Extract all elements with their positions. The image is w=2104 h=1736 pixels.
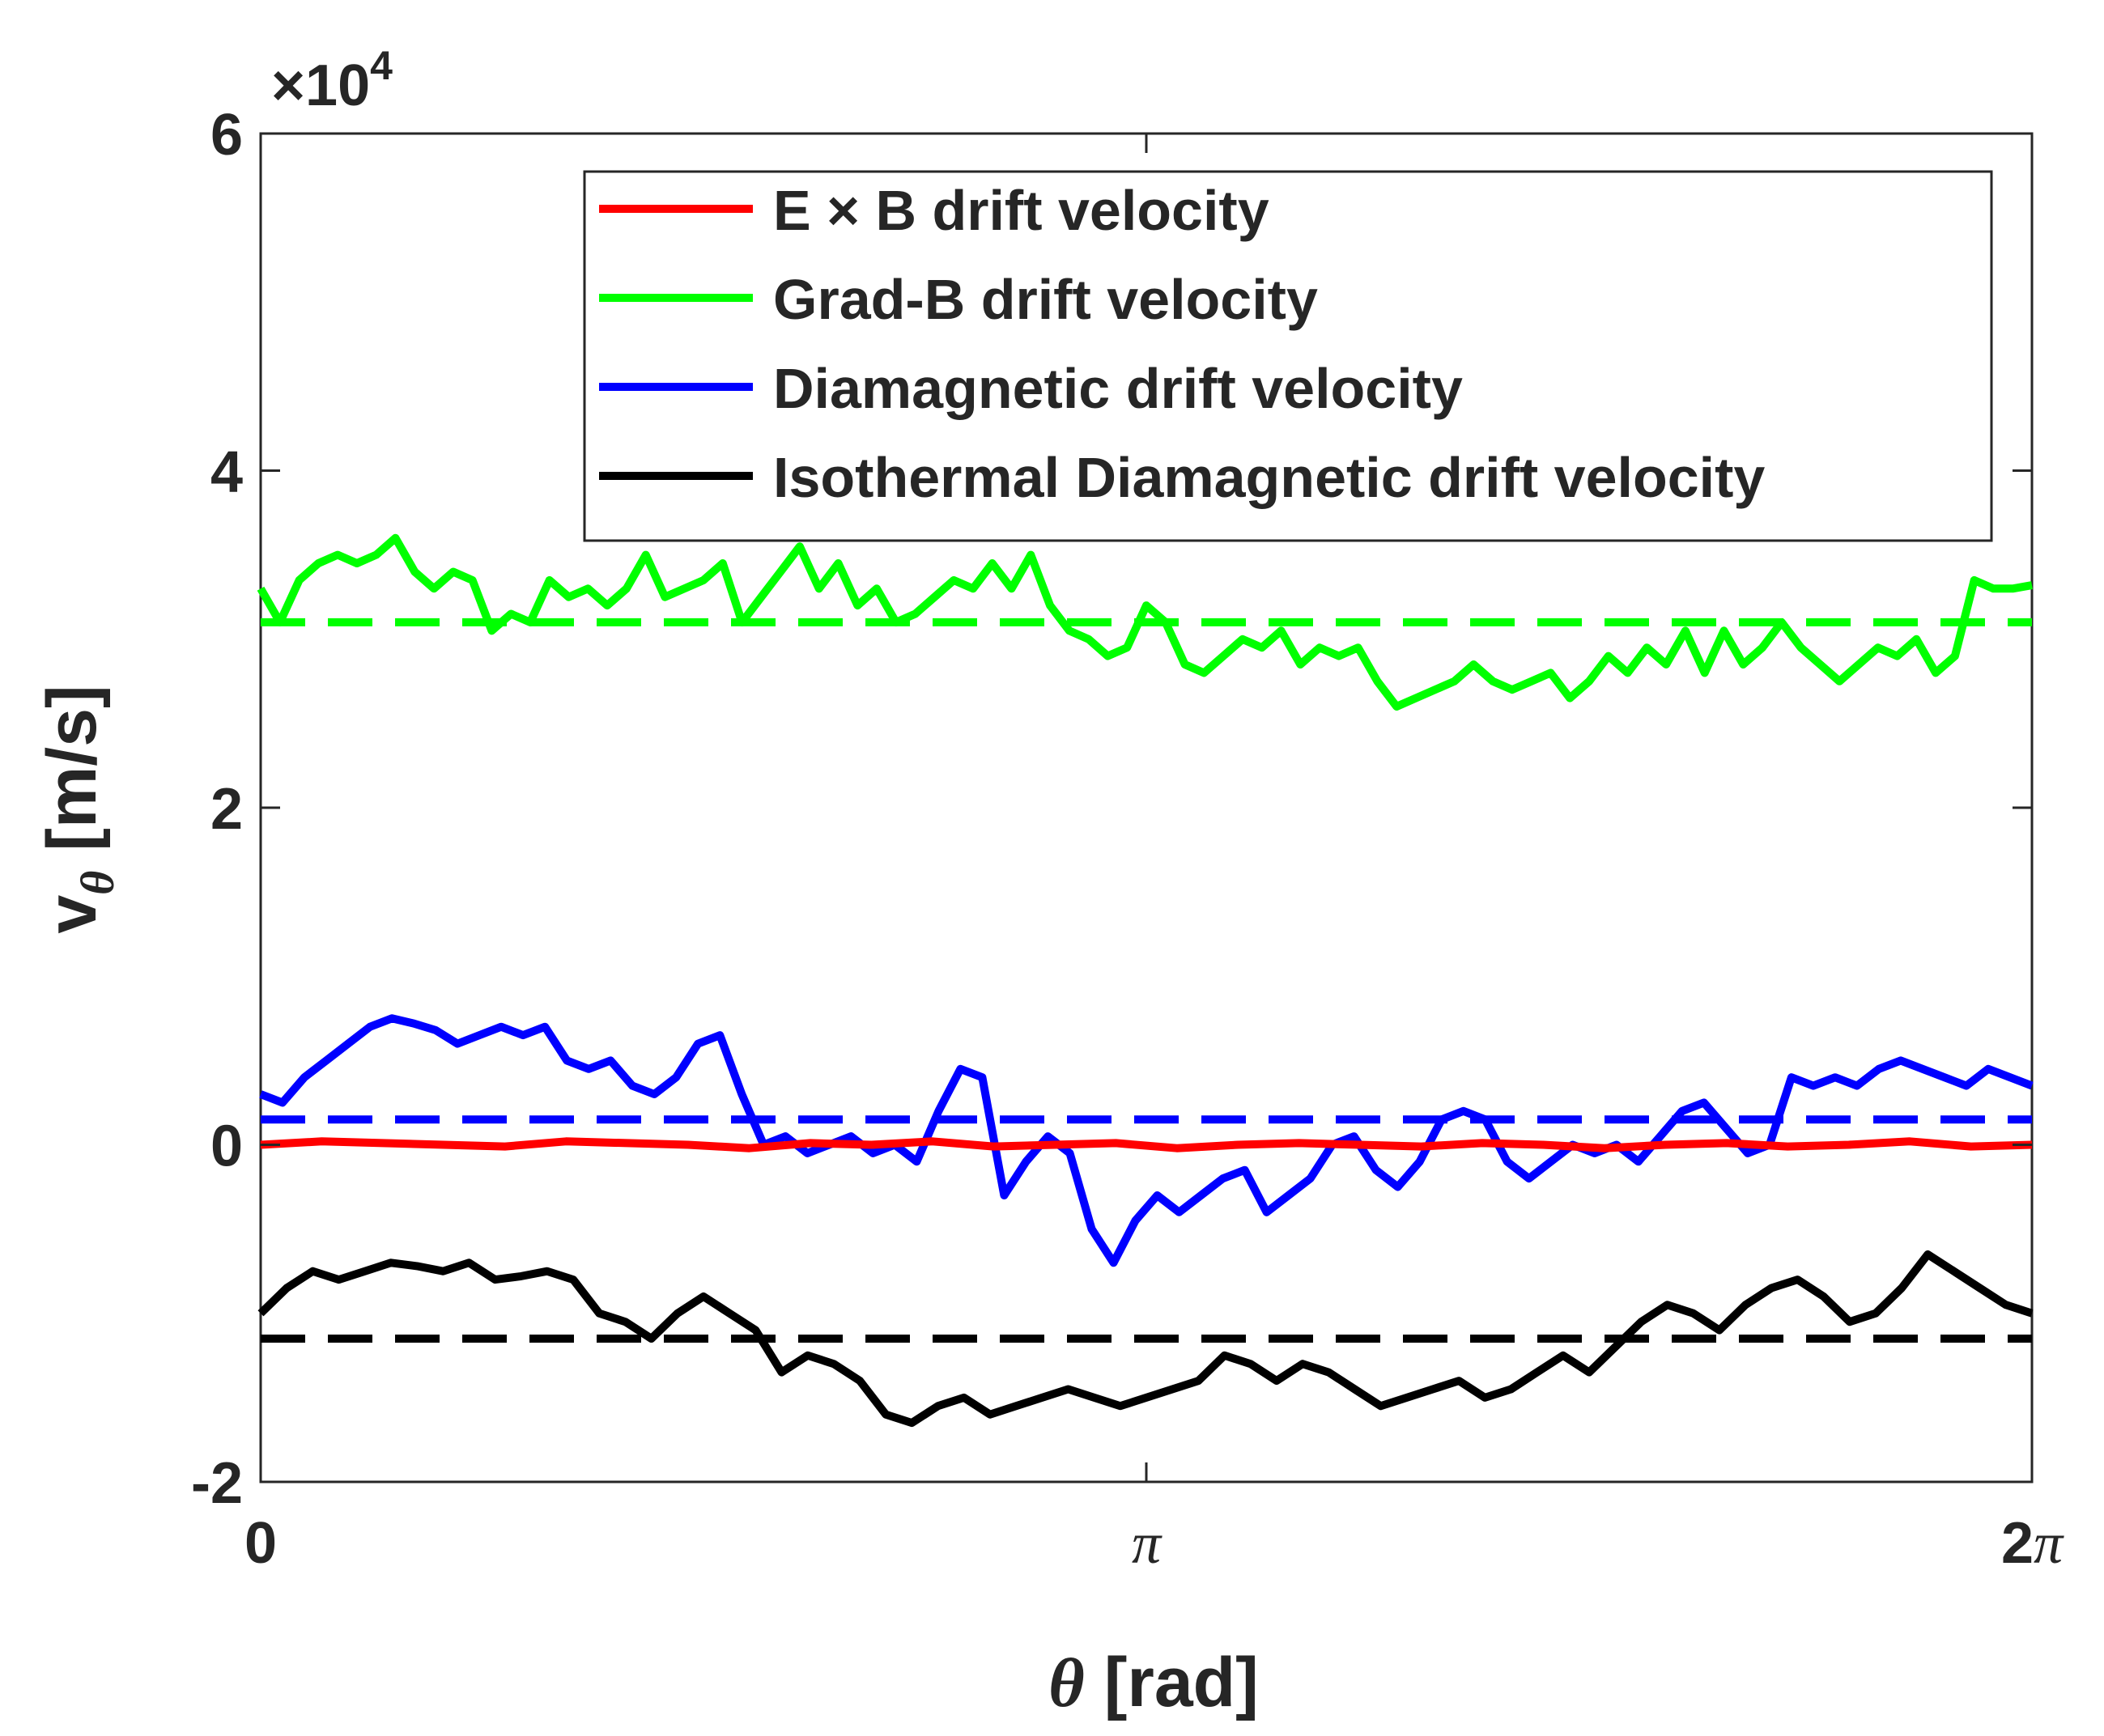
y-axis-label-sub: θ [71, 871, 124, 895]
y-tick-label: 4 [210, 440, 243, 505]
y-exponent-label: ×104 [271, 43, 393, 118]
y-tick-label: 6 [210, 103, 243, 168]
series-lines [257, 533, 2034, 1428]
x-tick-label: 0 [244, 1511, 277, 1576]
y-exponent-power: 4 [370, 43, 393, 88]
y-exponent-base: ×10 [271, 53, 370, 118]
legend: E × B drift velocity Grad-B drift velocit… [583, 170, 1993, 542]
legend-label-e-b-drift-velocity: E × B drift velocity [773, 179, 1269, 242]
y-tick-label: 2 [210, 777, 243, 842]
reference-lines [261, 618, 2032, 1343]
legend-label-grad-b-drift-velocity: Grad-B drift velocity [773, 268, 1318, 331]
x-axis-label: θ [rad] [1048, 1644, 1259, 1721]
y-axis-label: vθ [m/s] [33, 685, 124, 933]
series-line-e-b-drift-velocity [260, 1137, 2033, 1152]
series-line-grad-b-drift-velocity [257, 533, 2033, 711]
legend-label-diamagnetic-drift-velocity: Diamagnetic drift velocity [773, 357, 1463, 420]
legend-box [583, 170, 1993, 542]
y-axis-label-main: v [33, 895, 111, 934]
legend-entries: E × B drift velocity Grad-B drift velocit… [599, 179, 1765, 509]
x-axis-label-symbol: θ [1048, 1644, 1085, 1721]
x-tick-label: π [1132, 1511, 1163, 1576]
y-tick-label: -2 [191, 1451, 243, 1516]
legend-label-isothermal-diamagnetic-drift-velocity: Isothermal Diamagnetic drift velocity [773, 446, 1765, 509]
y-axis-label-unit: [m/s] [33, 685, 111, 870]
series-line-isothermal-diamagnetic-drift-velocity [257, 1250, 2034, 1428]
y-tick-label: 0 [210, 1114, 243, 1179]
x-tick-label: 2π [2001, 1511, 2064, 1576]
x-axis-label-unit: [rad] [1085, 1644, 1259, 1721]
